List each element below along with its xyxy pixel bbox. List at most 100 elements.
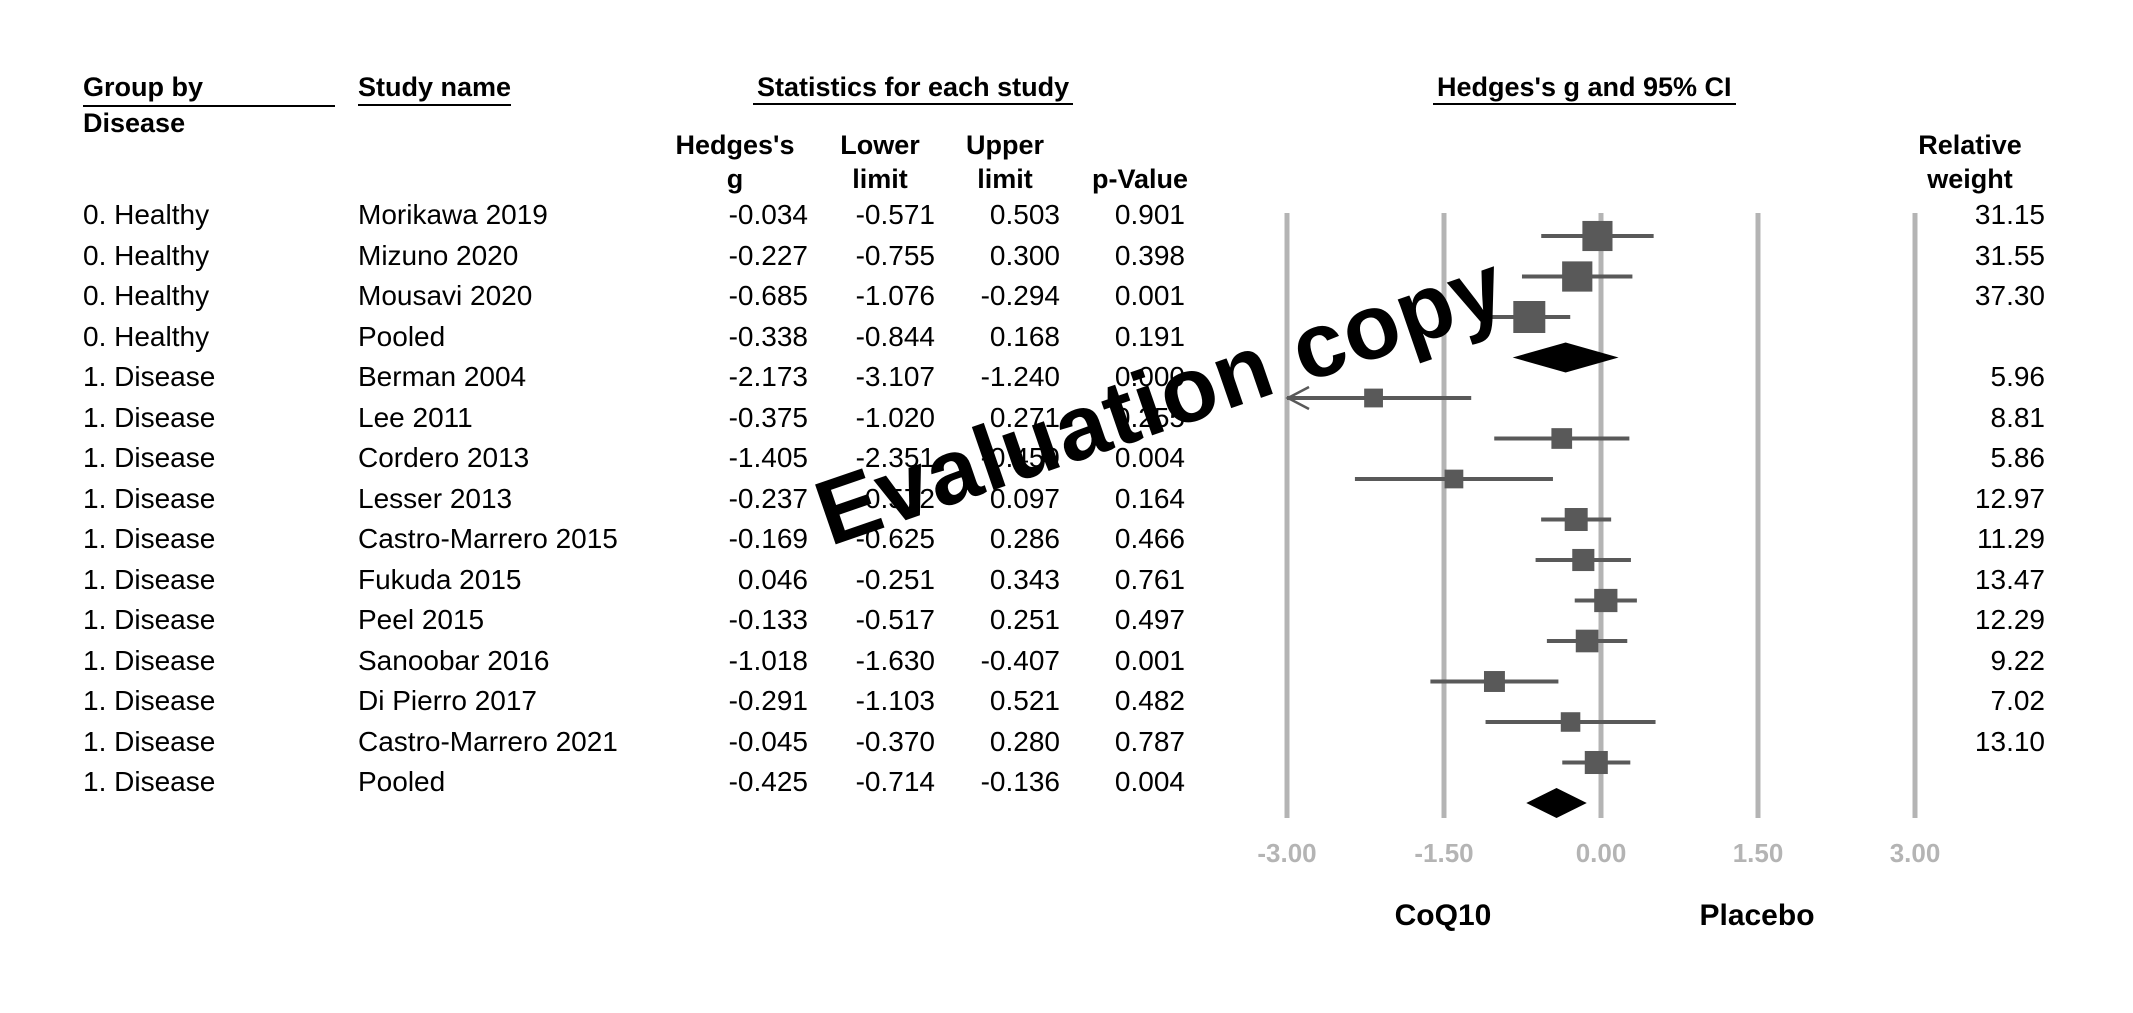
cell-hedges-g: -0.169 — [728, 523, 808, 554]
x-tick-label: -1.50 — [1414, 838, 1473, 868]
cell-hedges-g: -0.045 — [728, 725, 808, 757]
cell-hedges-g: -1.405 — [728, 442, 808, 473]
cell-upper: -1.240 — [980, 361, 1060, 392]
cell-group: 1. Disease — [83, 482, 216, 514]
cell-p-value: 0.000 — [1114, 361, 1185, 392]
cell-weight: 8.81 — [1990, 401, 2046, 433]
group-by-subheader: Disease — [83, 108, 186, 138]
cell-upper: 0.168 — [989, 320, 1060, 352]
cell-lower: -0.517 — [855, 604, 935, 635]
effect-marker — [1444, 469, 1464, 489]
x-tick-label: 0.00 — [1576, 838, 1627, 868]
cell-study: Fukuda 2015 — [358, 563, 522, 595]
left-direction-label: CoQ10 — [1395, 899, 1492, 932]
cell-hedges-g: -0.375 — [728, 401, 808, 433]
cell-hedges-g: -1.018 — [728, 644, 808, 676]
cell-upper: 0.300 — [989, 239, 1060, 271]
cell-upper: -0.459 — [980, 442, 1060, 473]
cell-group: 0. Healthy — [83, 320, 210, 352]
col-lower-line1: Lower — [840, 130, 920, 160]
cell-group: 0. Healthy — [83, 199, 210, 230]
study-name-header: Study name — [358, 72, 512, 106]
cell-group: 1. Disease — [83, 401, 216, 433]
col-hedges-g-line1: Hedges's — [675, 130, 795, 160]
cell-study: Pooled — [358, 320, 446, 352]
cell-p-value: 0.255 — [1114, 401, 1185, 433]
cell-hedges-g: -2.173 — [728, 361, 808, 392]
cell-study: Cordero 2013 — [358, 442, 530, 473]
col-upper-limit: Upper limit — [945, 128, 1065, 196]
effect-marker — [1562, 261, 1593, 292]
right-direction-label: Placebo — [1699, 899, 1814, 932]
cell-study: Sanoobar 2016 — [358, 644, 550, 676]
cell-weight: 5.86 — [1990, 442, 2046, 473]
cell-upper: -0.294 — [980, 280, 1060, 311]
cell-group: 1. Disease — [83, 563, 216, 595]
cell-upper: 0.521 — [989, 685, 1060, 716]
cell-lower: -1.020 — [855, 401, 935, 433]
cell-lower: -0.370 — [855, 725, 935, 757]
cell-p-value: 0.787 — [1114, 725, 1185, 757]
cell-upper: 0.251 — [989, 604, 1060, 635]
cell-hedges-g: -0.291 — [728, 685, 808, 716]
effect-marker — [1572, 548, 1595, 572]
cell-p-value: 0.004 — [1114, 766, 1185, 797]
cell-upper: 0.286 — [989, 523, 1060, 554]
effect-marker — [1564, 508, 1588, 531]
effect-marker — [1483, 671, 1505, 692]
col-weight-line1: Relative — [1918, 130, 2022, 160]
group-by-header: Group by — [83, 72, 335, 107]
cell-group: 1. Disease — [83, 523, 216, 554]
cell-weight: 31.15 — [1974, 199, 2045, 230]
cell-hedges-g: 0.046 — [737, 563, 808, 595]
cell-lower: -1.630 — [855, 644, 935, 676]
cell-study: Peel 2015 — [358, 604, 485, 635]
cell-p-value: 0.398 — [1114, 239, 1185, 271]
effect-marker — [1584, 750, 1608, 775]
cell-study: Lesser 2013 — [358, 482, 513, 514]
cell-upper: 0.271 — [989, 401, 1060, 433]
cell-upper: -0.136 — [980, 766, 1060, 797]
cell-weight: 11.29 — [1977, 523, 2045, 554]
stats-title-header: Statistics for each study — [753, 72, 1074, 105]
cell-study: Mizuno 2020 — [358, 239, 519, 271]
cell-hedges-g: -0.338 — [728, 320, 808, 352]
cell-weight: 9.22 — [1990, 644, 2046, 676]
cell-study: Mousavi 2020 — [358, 280, 533, 311]
col-hedges-g-line2: g — [726, 164, 744, 194]
x-tick-label: -3.00 — [1257, 838, 1316, 868]
cell-upper: 0.097 — [989, 482, 1060, 514]
pooled-diamond — [1526, 788, 1587, 818]
cell-p-value: 0.466 — [1114, 523, 1185, 554]
x-tick-label: 1.50 — [1733, 838, 1784, 868]
x-tick-label: 3.00 — [1890, 838, 1941, 868]
effect-marker — [1513, 301, 1546, 333]
cell-lower: -3.107 — [855, 361, 935, 392]
cell-lower: -0.625 — [855, 523, 935, 554]
cell-study: Castro-Marrero 2021 — [358, 725, 618, 757]
cell-p-value: 0.497 — [1114, 604, 1185, 635]
cell-weight: 13.47 — [1974, 563, 2045, 595]
col-p-value: p-Value — [1091, 164, 1189, 194]
cell-group: 1. Disease — [83, 766, 216, 797]
cell-lower: -1.076 — [855, 280, 935, 311]
cell-study: Morikawa 2019 — [358, 199, 548, 230]
cell-weight: 5.96 — [1990, 361, 2046, 392]
cell-lower: -2.351 — [855, 442, 935, 473]
forest-title-header: Hedges's g and 95% CI — [1433, 72, 1736, 105]
cell-group: 1. Disease — [83, 442, 216, 473]
cell-lower: -0.251 — [855, 563, 935, 595]
cell-lower: -0.572 — [855, 482, 935, 514]
cell-weight: 13.10 — [1974, 725, 2045, 757]
cell-lower: -0.571 — [855, 199, 935, 230]
effect-marker — [1560, 712, 1581, 732]
cell-group: 1. Disease — [83, 725, 216, 757]
cell-study: Lee 2011 — [358, 401, 473, 433]
effect-marker — [1551, 428, 1573, 449]
col-upper-line2: limit — [977, 164, 1033, 194]
cell-hedges-g: -0.227 — [728, 239, 808, 271]
cell-upper: -0.407 — [980, 644, 1060, 676]
cell-p-value: 0.164 — [1114, 482, 1185, 514]
cell-weight: 7.02 — [1990, 685, 2046, 716]
